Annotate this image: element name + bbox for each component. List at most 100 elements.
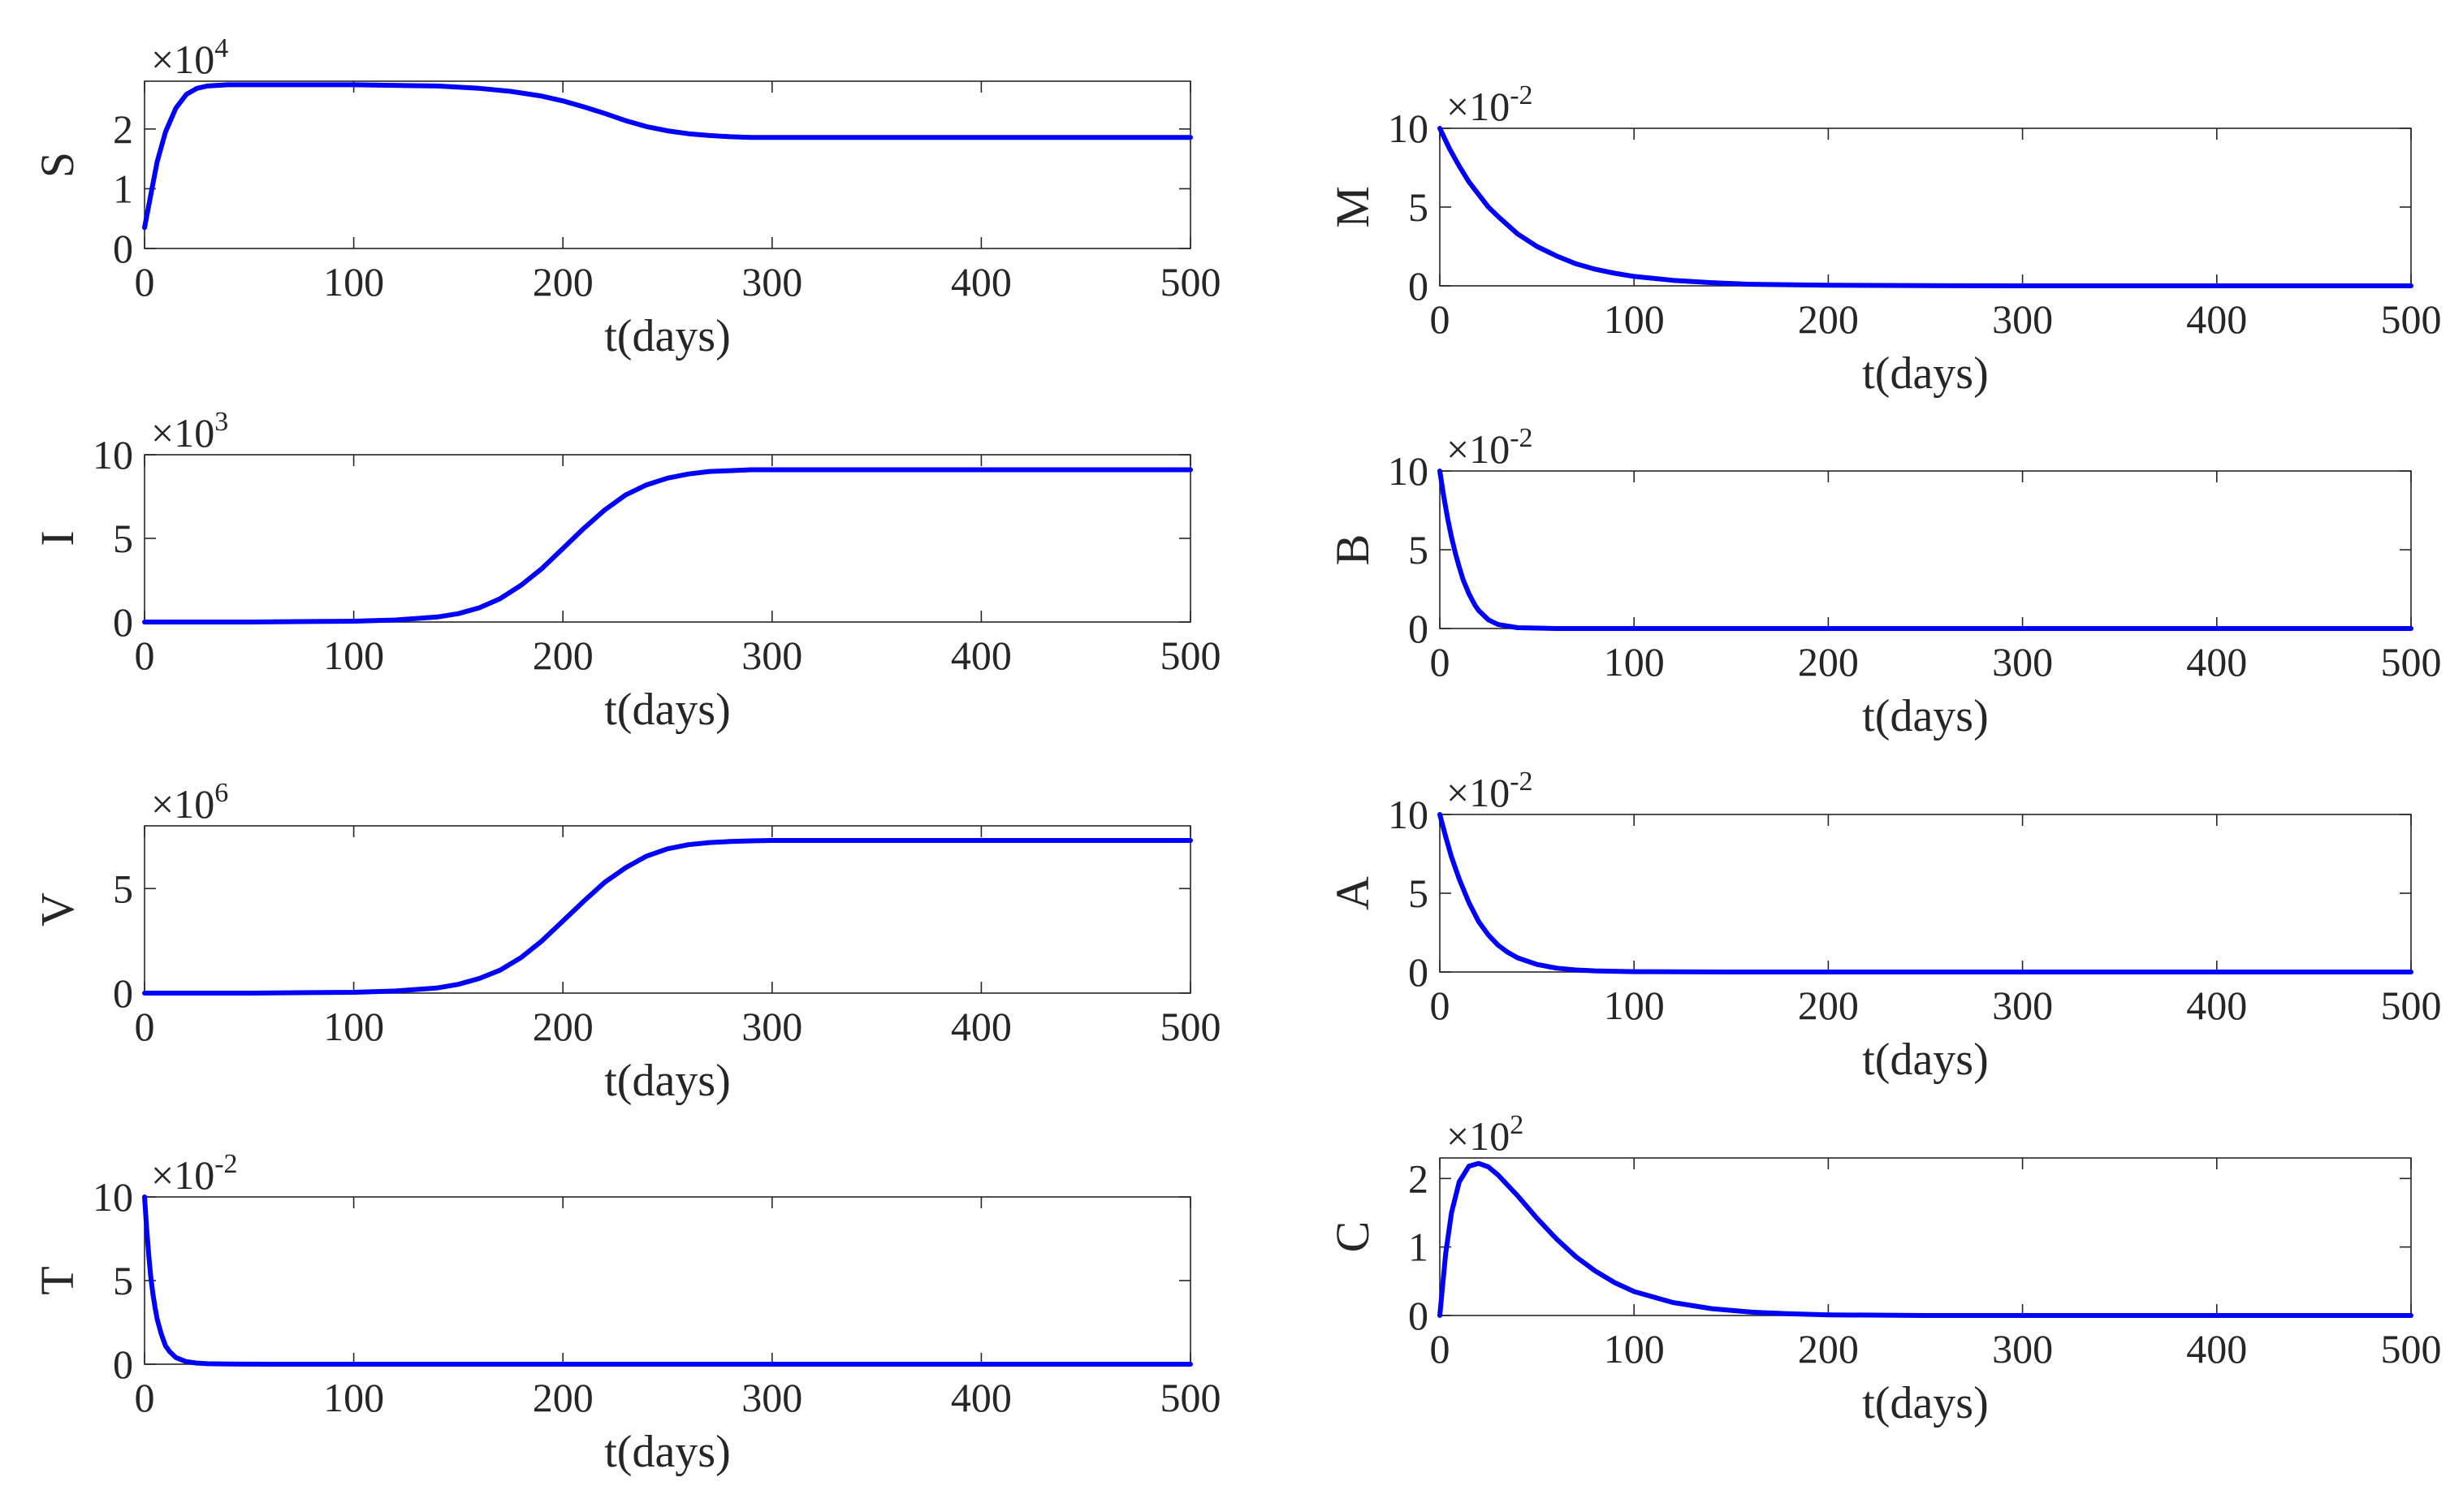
subplot-b: 0 100 200 300 400 500 0 5 10 t(days) B ×10-2 <box>1326 423 2442 741</box>
x-tick-label: 200 <box>533 259 594 305</box>
axis-multiplier-exponent: -2 <box>214 1149 237 1179</box>
axis-multiplier: ×10-2 <box>1446 80 1533 129</box>
series-line-v <box>142 838 1193 996</box>
y-tick-label: 0 <box>113 1341 133 1387</box>
y-tick-label: 0 <box>1408 263 1428 309</box>
x-tick-label: 400 <box>2186 639 2247 685</box>
series-line-s <box>142 82 1193 231</box>
x-tick-label: 300 <box>741 1004 802 1049</box>
x-tick-label: 400 <box>2186 296 2247 342</box>
y-tick-label: 0 <box>113 599 133 645</box>
y-tick-label: 1 <box>1408 1225 1428 1270</box>
axis-multiplier-exponent: -2 <box>1510 423 1532 453</box>
axis-multiplier: ×10-2 <box>1446 423 1533 472</box>
axis-multiplier: ×10-2 <box>151 1149 238 1198</box>
series-line-i <box>142 467 1193 624</box>
x-axis-label: t(days) <box>604 311 731 361</box>
axes-box-t <box>144 1196 1191 1365</box>
x-tick-label: 300 <box>741 633 802 678</box>
y-tick-label: 10 <box>1388 106 1428 151</box>
x-tick-label: 200 <box>533 1375 594 1420</box>
x-tick-label: 300 <box>1992 1326 2053 1372</box>
axis-multiplier-exponent: 6 <box>214 778 228 808</box>
y-axis-label: V <box>31 892 84 927</box>
x-tick-label: 500 <box>1160 1375 1221 1420</box>
axis-multiplier-exponent: 4 <box>214 33 228 63</box>
x-tick-label: 500 <box>1160 259 1221 305</box>
x-tick-label: 500 <box>2381 639 2442 685</box>
subplot-s: 0 100 200 300 400 500 0 1 2 t(days) S ×104 <box>31 33 1221 361</box>
axes-box-c <box>1439 1157 2412 1316</box>
axis-multiplier-exponent: -2 <box>1510 80 1532 110</box>
axes-box-v <box>144 825 1191 994</box>
x-axis-label: t(days) <box>1862 691 1989 741</box>
x-tick-label: 500 <box>2381 296 2442 342</box>
x-tick-label: 200 <box>1798 296 1859 342</box>
y-tick-label: 5 <box>113 516 133 561</box>
series-line-a <box>1437 812 2413 974</box>
x-tick-label: 0 <box>135 259 155 305</box>
x-tick-label: 0 <box>1430 983 1450 1028</box>
x-tick-label: 500 <box>2381 983 2442 1028</box>
subplot-i: 0 100 200 300 400 500 0 5 10 t(days) I ×103 <box>31 407 1221 735</box>
y-axis-label: M <box>1326 186 1379 228</box>
subplot-c: 0 100 200 300 400 500 0 1 2 t(days) C ×102 <box>1326 1110 2442 1428</box>
x-tick-label: 0 <box>135 1004 155 1049</box>
axis-multiplier: ×104 <box>151 33 228 82</box>
x-tick-label: 400 <box>951 1004 1012 1049</box>
y-tick-label: 10 <box>93 1174 133 1220</box>
x-tick-label: 500 <box>2381 1326 2442 1372</box>
x-tick-label: 400 <box>951 633 1012 678</box>
x-tick-label: 400 <box>2186 983 2247 1028</box>
y-axis-label: T <box>31 1266 84 1294</box>
y-tick-label: 5 <box>1408 527 1428 572</box>
x-tick-label: 0 <box>135 633 155 678</box>
axes-box-s <box>144 80 1191 249</box>
y-tick-label: 0 <box>113 226 133 271</box>
x-axis-label: t(days) <box>604 685 731 735</box>
x-tick-label: 500 <box>1160 633 1221 678</box>
y-axis-label: A <box>1326 876 1379 910</box>
y-tick-label: 10 <box>1388 792 1428 837</box>
x-tick-label: 300 <box>1992 983 2053 1028</box>
x-axis-label: t(days) <box>1862 1035 1989 1085</box>
y-tick-label: 0 <box>1408 1293 1428 1338</box>
y-tick-label: 0 <box>1408 949 1428 995</box>
subplot-a: 0 100 200 300 400 500 0 5 10 t(days) A ×10-2 <box>1326 767 2442 1085</box>
x-tick-label: 100 <box>1604 1326 1665 1372</box>
x-axis-label: t(days) <box>1862 1378 1989 1428</box>
y-axis-label: B <box>1326 534 1379 566</box>
x-tick-label: 100 <box>1604 983 1665 1028</box>
x-axis-label: t(days) <box>1862 348 1989 399</box>
x-tick-label: 200 <box>533 633 594 678</box>
y-tick-label: 0 <box>113 970 133 1016</box>
x-tick-label: 300 <box>741 259 802 305</box>
axes-box-b <box>1439 470 2412 629</box>
x-axis-label: t(days) <box>604 1427 731 1477</box>
x-tick-label: 100 <box>1604 296 1665 342</box>
x-tick-label: 200 <box>533 1004 594 1049</box>
y-tick-label: 5 <box>1408 184 1428 230</box>
axis-multiplier: ×106 <box>151 778 228 827</box>
y-tick-label: 10 <box>1388 448 1428 494</box>
y-tick-label: 5 <box>1408 870 1428 916</box>
axis-multiplier: ×10-2 <box>1446 767 1533 815</box>
y-axis-label: I <box>31 530 84 546</box>
series-line-t <box>142 1194 1193 1367</box>
x-tick-label: 400 <box>2186 1326 2247 1372</box>
x-tick-label: 0 <box>1430 296 1450 342</box>
x-tick-label: 100 <box>323 259 384 305</box>
y-tick-label: 10 <box>93 432 133 477</box>
subplot-m: 0 100 200 300 400 500 0 5 10 t(days) M ×10-2 <box>1326 80 2442 399</box>
x-tick-label: 300 <box>741 1375 802 1420</box>
y-tick-label: 5 <box>113 1258 133 1303</box>
x-tick-label: 500 <box>1160 1004 1221 1049</box>
subplot-t: 0 100 200 300 400 500 0 5 10 t(days) T ×10-2 <box>31 1149 1221 1477</box>
axes-box-a <box>1439 814 2412 973</box>
x-tick-label: 100 <box>1604 639 1665 685</box>
axis-multiplier: ×102 <box>1446 1110 1523 1159</box>
series-line-b <box>1437 469 2413 631</box>
axis-multiplier: ×103 <box>151 407 228 456</box>
x-tick-label: 200 <box>1798 1326 1859 1372</box>
axis-multiplier-exponent: 2 <box>1510 1110 1523 1140</box>
